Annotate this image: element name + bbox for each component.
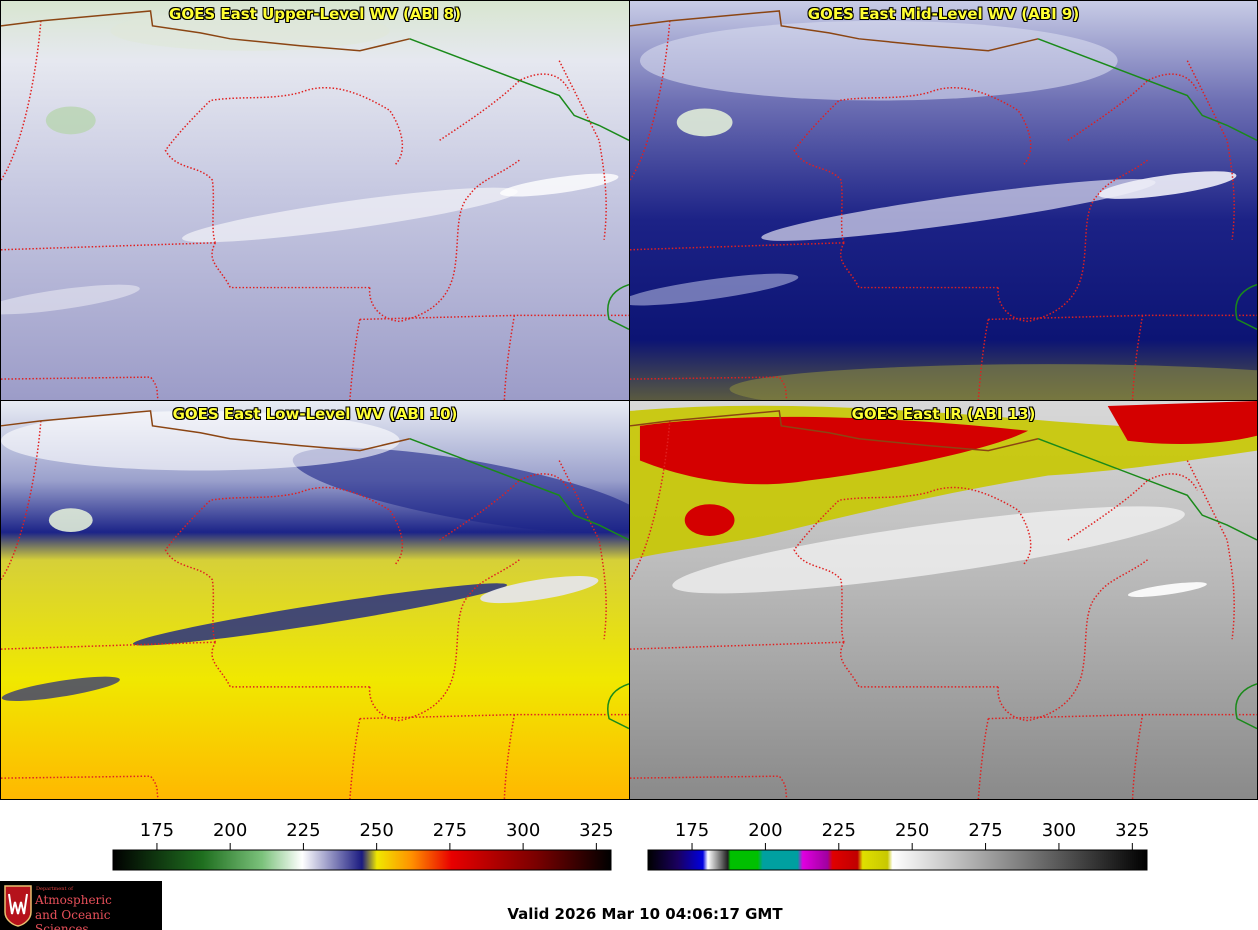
state-border-line <box>164 87 404 244</box>
valid-time: Valid 2026 Mar 10 04:06:17 GMT <box>507 905 783 923</box>
state-border-line <box>630 242 845 251</box>
state-border-line <box>439 73 570 141</box>
state-border-line <box>630 775 788 799</box>
coastline <box>1 410 410 452</box>
coastline <box>1 10 410 52</box>
state-border-line <box>503 315 516 400</box>
state-border-line <box>439 473 570 541</box>
state-border-line <box>988 314 1257 321</box>
state-border-line <box>1067 473 1198 541</box>
state-border-line <box>1 376 160 400</box>
state-border-line <box>997 559 1148 722</box>
state-border-line <box>558 60 607 240</box>
state-border-line <box>839 242 999 289</box>
state-border-line <box>503 714 516 799</box>
state-border-line <box>1 242 216 251</box>
state-border-line <box>558 460 607 640</box>
colorbar-tick-label: 275 <box>433 820 467 841</box>
logo-line-2: and Oceanic Sciences <box>35 908 111 930</box>
colorbar-tick-label: 250 <box>359 820 393 841</box>
colorbar-tick-label: 250 <box>895 820 929 841</box>
state-border-line <box>1 420 42 581</box>
state-border-line <box>630 641 845 650</box>
state-border-line <box>368 559 520 722</box>
state-border-line <box>630 376 788 400</box>
state-border-line <box>1 641 216 650</box>
state-border-line <box>630 20 671 181</box>
colorbar-tick-label: 175 <box>140 820 174 841</box>
national-border-line <box>1235 283 1257 331</box>
panel-title: GOES East Low-Level WV (ABI 10) <box>172 405 458 423</box>
map-borders <box>630 410 1257 799</box>
state-border-line <box>164 486 404 643</box>
coastline <box>630 410 1039 452</box>
panel-mid-level-wv: GOES East Mid-Level WV (ABI 9) <box>629 0 1258 401</box>
national-border-line <box>1037 38 1257 141</box>
state-border-line <box>1131 714 1144 799</box>
coastline <box>630 10 1039 52</box>
state-border-line <box>211 641 370 688</box>
state-border-line <box>1067 73 1198 141</box>
colorbar-tick-label: 200 <box>748 820 782 841</box>
uw-seal-icon <box>4 885 32 927</box>
state-border-line <box>1186 60 1235 240</box>
satellite-image-upper <box>1 1 629 400</box>
state-border-line <box>211 242 370 289</box>
state-border-line <box>1186 460 1235 640</box>
colorbar-tick-label: 325 <box>1115 820 1149 841</box>
state-border-line <box>793 486 1032 643</box>
state-border-line <box>368 159 520 323</box>
national-border-line <box>409 438 629 541</box>
national-border-line <box>607 283 629 331</box>
state-border-line <box>977 319 990 400</box>
colorbar-wv: 175 200 225 250 275 300 325 <box>112 808 614 872</box>
state-border-line <box>1131 315 1144 400</box>
aos-logo: Department of Atmospheric and Oceanic Sc… <box>0 881 162 930</box>
satellite-image-low <box>1 401 629 799</box>
panel-title: GOES East IR (ABI 13) <box>851 405 1036 423</box>
colorbar-tick-label: 225 <box>286 820 320 841</box>
colorbar-tick-label: 300 <box>1042 820 1076 841</box>
panel-upper-level-wv: GOES East Upper-Level WV (ABI 8) <box>0 0 630 401</box>
colorbar-tick-label: 325 <box>579 820 613 841</box>
colorbar-wv-graphic: 175 200 225 250 275 300 325 <box>112 820 614 871</box>
colorbar-tick-label: 175 <box>675 820 709 841</box>
state-border-line <box>349 718 361 799</box>
colorbar-tick-label: 200 <box>213 820 247 841</box>
state-border-line <box>988 713 1257 720</box>
satellite-image-ir <box>630 401 1257 799</box>
state-border-line <box>977 718 990 799</box>
state-border-line <box>839 641 999 688</box>
state-border-line <box>630 420 671 581</box>
state-border-line <box>997 159 1148 323</box>
state-border-line <box>359 314 629 321</box>
logo-line-1: Atmospheric <box>35 893 112 907</box>
colorbar-tick-label: 300 <box>506 820 540 841</box>
panel-ir: GOES East IR (ABI 13) <box>629 400 1258 800</box>
state-border-line <box>349 319 361 400</box>
national-border-line <box>1037 438 1257 541</box>
colorbar-ir: 175 200 225 250 275 300 325 <box>647 808 1150 872</box>
national-border-line <box>607 683 629 730</box>
panel-title: GOES East Upper-Level WV (ABI 8) <box>169 5 461 23</box>
panel-low-level-wv: GOES East Low-Level WV (ABI 10) <box>0 400 630 800</box>
map-borders <box>1 10 629 400</box>
logo-department: Department of <box>36 886 73 892</box>
national-border-line <box>409 38 629 141</box>
colorbar-tick-label: 275 <box>968 820 1002 841</box>
map-borders <box>1 410 629 799</box>
satellite-image-mid <box>630 1 1257 400</box>
national-border-line <box>1235 683 1257 730</box>
panel-title: GOES East Mid-Level WV (ABI 9) <box>807 5 1080 23</box>
state-border-line <box>359 713 629 720</box>
state-border-line <box>793 87 1032 244</box>
map-borders <box>630 10 1257 400</box>
state-border-line <box>1 775 160 799</box>
colorbar-ir-graphic: 175 200 225 250 275 300 325 <box>647 820 1150 871</box>
state-border-line <box>1 20 42 181</box>
colorbar-tick-label: 225 <box>822 820 856 841</box>
